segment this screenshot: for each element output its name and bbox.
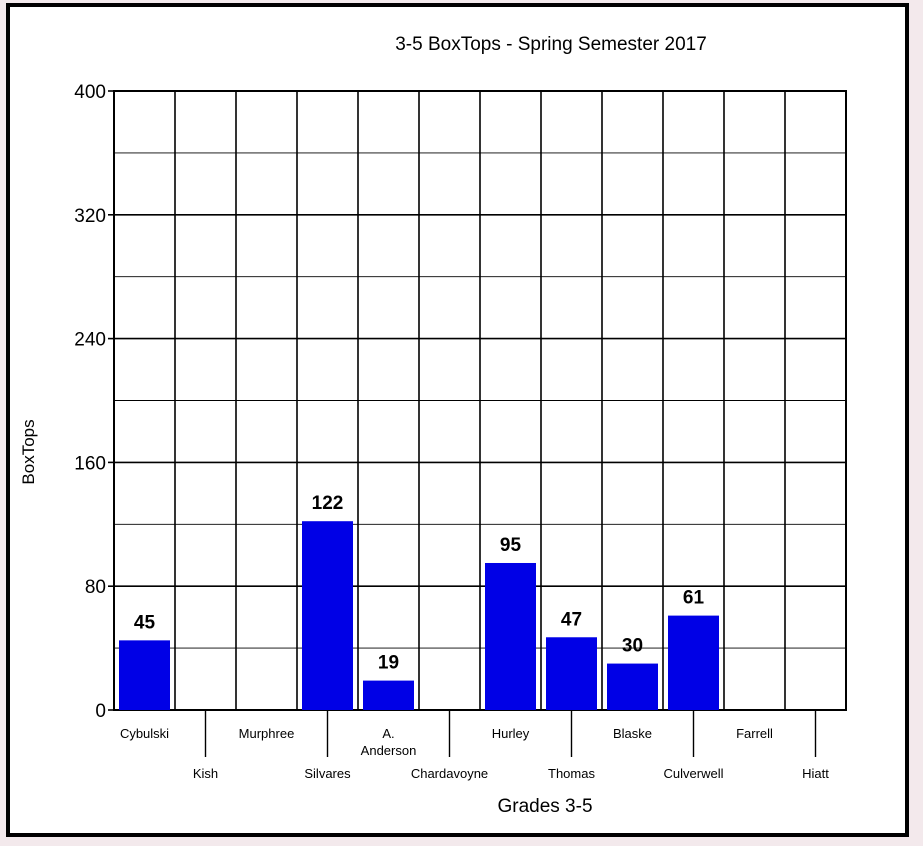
x-tick-label: Thomas	[548, 766, 595, 781]
bar	[607, 663, 658, 710]
data-label: 61	[683, 588, 705, 609]
grid-lines	[108, 90, 847, 757]
bars	[119, 521, 719, 710]
y-tick-labels: 0 80 160 240 320 400	[74, 82, 106, 722]
y-tick-label: 320	[74, 206, 106, 227]
x-tick-label: Murphree	[239, 726, 295, 741]
y-axis-label: BoxTops	[19, 419, 38, 484]
y-tick-label: 160	[74, 453, 106, 474]
data-label: 45	[134, 612, 156, 633]
x-tick-label: Cybulski	[120, 726, 169, 741]
x-tick-label: Kish	[193, 766, 218, 781]
x-tick-label: Blaske	[613, 726, 652, 741]
y-tick-label: 400	[74, 82, 106, 103]
x-tick-label: Anderson	[361, 743, 417, 758]
x-tick-label: Hurley	[492, 726, 530, 741]
data-labels: 45 122 19 95 47 30 61	[134, 493, 705, 673]
y-tick-label: 80	[85, 577, 106, 598]
data-label: 122	[312, 493, 344, 514]
x-tick-label: A.	[382, 726, 394, 741]
bar	[119, 640, 170, 710]
data-label: 95	[500, 535, 522, 556]
x-tick-labels: Cybulski Kish Murphree Silvares A. Anderson Ch…	[120, 726, 829, 781]
x-tick-label: Silvares	[304, 766, 351, 781]
x-tick-label: Culverwell	[664, 766, 724, 781]
data-label: 30	[622, 636, 643, 657]
x-axis-label: Grades 3-5	[497, 796, 592, 817]
x-tick-label: Chardavoyne	[411, 766, 488, 781]
chart-frame: 3-5 BoxTops - Spring Semester 2017 BoxTo…	[6, 3, 909, 837]
chart-title: 3-5 BoxTops - Spring Semester 2017	[395, 34, 707, 55]
x-tick-label: Farrell	[736, 726, 773, 741]
x-tick-label: Hiatt	[802, 766, 829, 781]
bar	[668, 615, 719, 710]
data-label: 19	[378, 653, 399, 674]
y-tick-label: 0	[95, 701, 106, 722]
bar	[485, 562, 536, 710]
bar	[546, 637, 597, 710]
bar	[302, 521, 353, 710]
bar-chart: 3-5 BoxTops - Spring Semester 2017 BoxTo…	[19, 34, 847, 817]
bar	[363, 680, 414, 710]
data-label: 47	[561, 609, 582, 630]
y-tick-label: 240	[74, 330, 106, 351]
